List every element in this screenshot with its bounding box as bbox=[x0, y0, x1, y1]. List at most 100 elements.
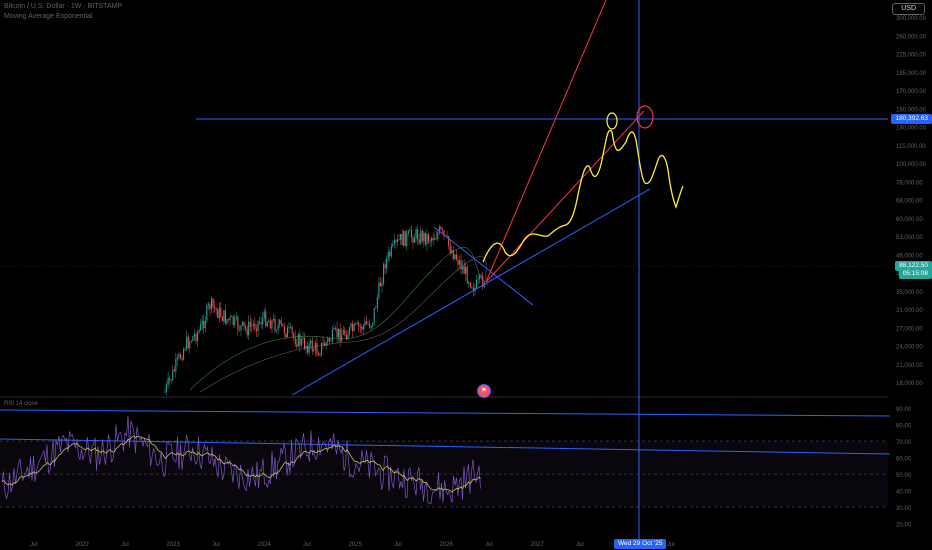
candle-body bbox=[279, 320, 281, 325]
candle-body bbox=[210, 298, 213, 309]
candle-body bbox=[231, 316, 233, 317]
candle-body bbox=[277, 324, 279, 331]
candle-body bbox=[195, 334, 197, 342]
candle-body bbox=[241, 321, 244, 326]
time-tick-label: Jul bbox=[394, 542, 402, 548]
rsi-upper-trendline[interactable] bbox=[0, 409, 891, 417]
candle-body bbox=[362, 325, 364, 330]
price-tick-label: 53,000.00 bbox=[896, 235, 923, 241]
candle-body bbox=[347, 334, 349, 340]
candle-body bbox=[262, 318, 264, 325]
candle-body bbox=[457, 259, 459, 265]
candle-body bbox=[169, 377, 171, 380]
candle-body bbox=[451, 250, 453, 254]
candle-body bbox=[471, 287, 473, 289]
candle-body bbox=[443, 230, 445, 236]
price-tick-label: 68,000.00 bbox=[896, 199, 923, 205]
candle-body bbox=[170, 379, 172, 381]
rsi-tick-label: 20.00 bbox=[896, 523, 912, 529]
price-tick-label: 35,000.00 bbox=[896, 290, 923, 296]
candle-body bbox=[187, 336, 189, 348]
price-tick-label: 130,000.00 bbox=[896, 126, 927, 132]
candle-body bbox=[283, 325, 285, 334]
currency-button[interactable]: USD bbox=[892, 3, 925, 15]
rsi-tick-label: 60.00 bbox=[896, 457, 912, 463]
candle-body bbox=[276, 330, 278, 332]
candle-body bbox=[286, 327, 288, 338]
price-tick-label: 60,000.00 bbox=[896, 217, 923, 223]
candle-body bbox=[201, 320, 203, 325]
countdown-badge: 05:15:08 bbox=[898, 269, 932, 279]
price-tick-label: 225,000.00 bbox=[896, 53, 927, 59]
candle-body bbox=[372, 322, 374, 327]
candle-body bbox=[462, 266, 464, 270]
time-axis[interactable]: Jul 2022 Jul 2023 Jul 2024 Jul 2025 Jul 2026 Jul 20… bbox=[30, 542, 675, 548]
price-tick-label: 21,000.00 bbox=[896, 363, 923, 369]
target-circle-red[interactable] bbox=[636, 105, 654, 129]
descending-trendline[interactable] bbox=[433, 226, 534, 306]
candle-body bbox=[226, 319, 228, 324]
candle-body bbox=[386, 258, 388, 269]
candle-body bbox=[424, 232, 426, 245]
support-trendline[interactable] bbox=[291, 188, 651, 396]
steep-target-line[interactable] bbox=[485, 0, 607, 283]
channel-target-line[interactable] bbox=[485, 110, 645, 283]
candle-body bbox=[238, 329, 240, 331]
candle-body bbox=[296, 344, 298, 347]
candle-body bbox=[460, 260, 462, 270]
price-axis[interactable]: 300,000.00 260,000.00 225,000.00 195,000.00… bbox=[896, 16, 927, 387]
candles-layer bbox=[164, 224, 485, 396]
candle-body bbox=[246, 328, 248, 336]
candle-body bbox=[345, 334, 347, 340]
rsi-ma-line bbox=[1, 435, 481, 493]
last-price-badge: 88,122.50 bbox=[895, 261, 932, 271]
candle-body bbox=[173, 369, 175, 372]
candle-body bbox=[426, 234, 428, 245]
candle-body bbox=[479, 275, 481, 280]
candle-body bbox=[237, 316, 239, 330]
candle-body bbox=[331, 329, 333, 342]
candle-body bbox=[232, 316, 234, 325]
candle-body bbox=[438, 226, 440, 233]
ema-line-fast bbox=[189, 247, 486, 391]
candle-body bbox=[305, 346, 307, 349]
candle-body bbox=[482, 275, 484, 287]
candle-body bbox=[429, 241, 431, 243]
candle-body bbox=[221, 316, 223, 321]
candle-body bbox=[466, 266, 468, 284]
candle-body bbox=[319, 354, 321, 356]
candle-body bbox=[172, 369, 174, 380]
candle-body bbox=[186, 336, 188, 350]
candle-body bbox=[383, 264, 385, 284]
time-tick-label: 2022 bbox=[76, 542, 90, 548]
candle-body bbox=[415, 229, 417, 238]
candle-body bbox=[367, 323, 369, 325]
candle-body bbox=[313, 349, 315, 352]
candle-body bbox=[375, 308, 377, 309]
candle-body bbox=[338, 328, 340, 338]
indicator-legend: Moving Average Exponential bbox=[4, 13, 93, 20]
candle-body bbox=[403, 231, 405, 246]
candle-body bbox=[164, 391, 166, 393]
candle-body bbox=[263, 311, 265, 319]
candle-body bbox=[472, 287, 474, 292]
candle-body bbox=[260, 322, 262, 325]
price-tick-label: 78,000.00 bbox=[896, 180, 923, 186]
candle-body bbox=[299, 334, 301, 346]
tv-flag-icon[interactable]: ⚑ bbox=[477, 384, 491, 398]
ema-line-slow bbox=[199, 256, 489, 393]
time-tick-label: 2026 bbox=[440, 542, 454, 548]
candle-body bbox=[282, 323, 284, 326]
candle-body bbox=[167, 377, 169, 385]
target-circle-yellow[interactable] bbox=[606, 112, 618, 130]
candle-body bbox=[364, 321, 366, 326]
price-tick-label: 18,000.00 bbox=[896, 381, 923, 387]
candle-body bbox=[288, 327, 290, 329]
candle-body bbox=[181, 358, 183, 360]
price-tick-label: 195,000.00 bbox=[896, 71, 927, 77]
price-tick-label: 24,000.00 bbox=[896, 345, 923, 351]
projection-path[interactable] bbox=[482, 129, 684, 263]
candle-body bbox=[359, 326, 361, 328]
candle-body bbox=[348, 327, 350, 335]
